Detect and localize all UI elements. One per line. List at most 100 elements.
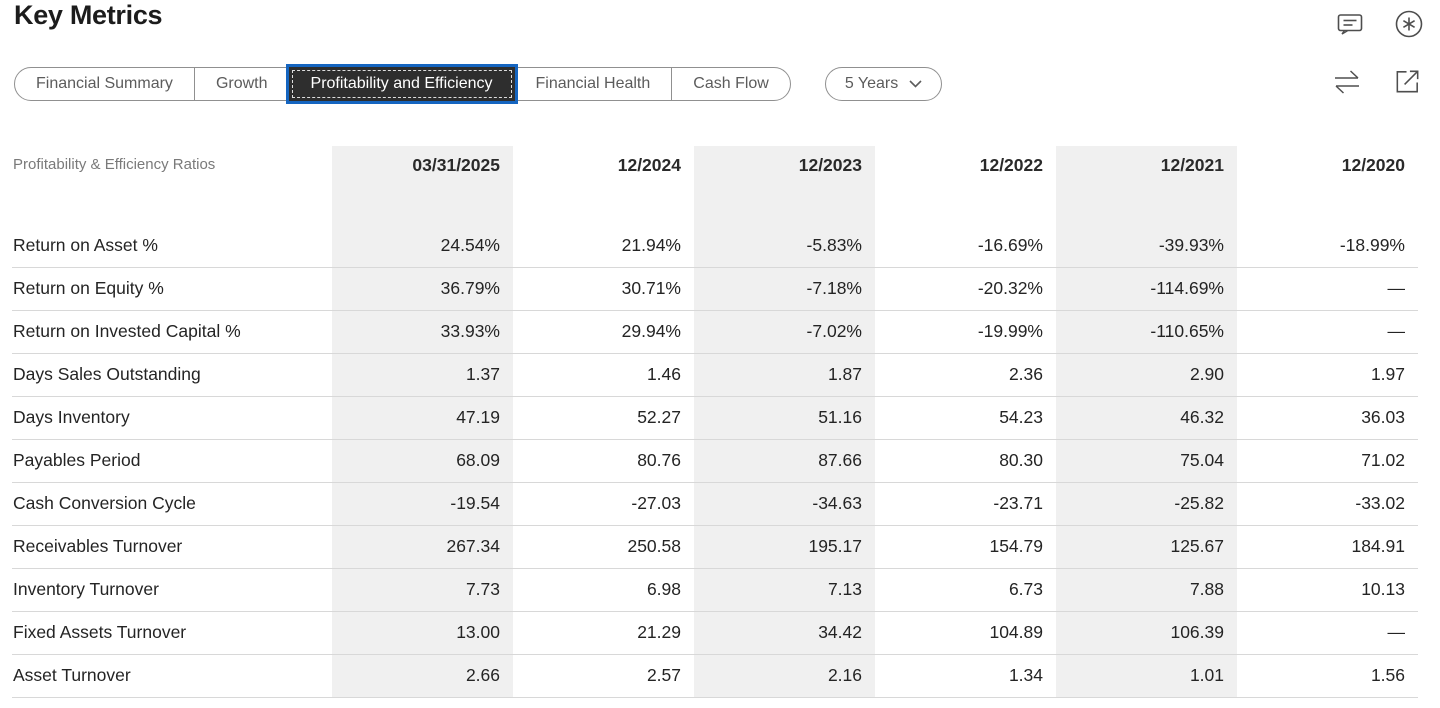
tab-financial-health[interactable]: Financial Health bbox=[513, 67, 673, 101]
cell-value: 80.76 bbox=[513, 439, 694, 483]
cell-value: 6.73 bbox=[875, 568, 1056, 612]
table-row: Fixed Assets Turnover 13.00 21.29 34.42 104.… bbox=[12, 611, 1418, 655]
cell-value: 51.16 bbox=[694, 396, 875, 440]
cell-value: -23.71 bbox=[875, 482, 1056, 526]
period-dropdown-value: 5 Years bbox=[844, 75, 899, 92]
cell-value: 2.36 bbox=[875, 353, 1056, 397]
period-dropdown[interactable]: 5 Years bbox=[824, 67, 943, 101]
column-header: 12/2021 bbox=[1056, 146, 1237, 224]
cell-value: 24.54% bbox=[332, 224, 513, 268]
table-row: Days Inventory 47.19 52.27 51.16 54.23 46.32 3… bbox=[12, 396, 1418, 440]
cell-value: — bbox=[1237, 310, 1418, 354]
table-row: Days Sales Outstanding 1.37 1.46 1.87 2.36 2.… bbox=[12, 353, 1418, 397]
cell-value: — bbox=[1237, 611, 1418, 655]
row-label: Return on Invested Capital % bbox=[12, 310, 332, 354]
cell-value: 1.56 bbox=[1237, 654, 1418, 698]
cell-value: 87.66 bbox=[694, 439, 875, 483]
cell-value: -25.82 bbox=[1056, 482, 1237, 526]
row-label: Days Inventory bbox=[12, 396, 332, 440]
cell-value: 1.97 bbox=[1237, 353, 1418, 397]
page-title: Key Metrics bbox=[14, 0, 163, 30]
cell-value: — bbox=[1237, 267, 1418, 311]
tab-financial-summary[interactable]: Financial Summary bbox=[14, 67, 195, 101]
compare-button[interactable] bbox=[1330, 65, 1364, 99]
column-header: 12/2023 bbox=[694, 146, 875, 224]
open-in-new-icon bbox=[1396, 70, 1418, 92]
row-label: Days Sales Outstanding bbox=[12, 353, 332, 397]
cell-value: 184.91 bbox=[1237, 525, 1418, 569]
cell-value: 36.03 bbox=[1237, 396, 1418, 440]
cell-value: 21.94% bbox=[513, 224, 694, 268]
cell-value: 1.37 bbox=[332, 353, 513, 397]
table-row: Cash Conversion Cycle -19.54 -27.03 -34.63-… bbox=[12, 482, 1418, 526]
cell-value: 68.09 bbox=[332, 439, 513, 483]
cell-value: -7.02% bbox=[694, 310, 875, 354]
table-row: Return on Asset % 24.54% 21.94% -5.83% -16.6… bbox=[12, 224, 1418, 268]
cell-value: 71.02 bbox=[1237, 439, 1418, 483]
cell-value: 7.13 bbox=[694, 568, 875, 612]
cell-value: 1.46 bbox=[513, 353, 694, 397]
metrics-tab-group: Financial Summary Growth Profitability a… bbox=[14, 67, 791, 101]
cell-value: 2.57 bbox=[513, 654, 694, 698]
comment-icon bbox=[1337, 14, 1363, 35]
table-row: Asset Turnover 2.66 2.57 2.16 1.34 1.01 1.56 bbox=[12, 654, 1418, 698]
cell-value: -7.18% bbox=[694, 267, 875, 311]
row-label: Receivables Turnover bbox=[12, 525, 332, 569]
cell-value: 7.73 bbox=[332, 568, 513, 612]
cell-value: 47.19 bbox=[332, 396, 513, 440]
cell-value: 7.88 bbox=[1056, 568, 1237, 612]
cell-value: 54.23 bbox=[875, 396, 1056, 440]
cell-value: 30.71% bbox=[513, 267, 694, 311]
cell-value: -16.69% bbox=[875, 224, 1056, 268]
table-corner-label: Profitability & Efficiency Ratios bbox=[13, 156, 216, 173]
metrics-toolbar: Financial Summary Growth Profitability a… bbox=[14, 67, 943, 101]
column-header: 12/2020 bbox=[1341, 155, 1405, 175]
cell-value: -27.03 bbox=[513, 482, 694, 526]
cell-value: 106.39 bbox=[1056, 611, 1237, 655]
cell-value: 267.34 bbox=[332, 525, 513, 569]
cell-value: -33.02 bbox=[1237, 482, 1418, 526]
cell-value: 80.30 bbox=[875, 439, 1056, 483]
cell-value: 250.58 bbox=[513, 525, 694, 569]
cell-value: 2.16 bbox=[694, 654, 875, 698]
table-row: Payables Period 68.09 80.76 87.66 80.30 75.04… bbox=[12, 439, 1418, 483]
cell-value: 1.87 bbox=[694, 353, 875, 397]
cell-value: 104.89 bbox=[875, 611, 1056, 655]
column-header: 12/2022 bbox=[979, 155, 1043, 175]
cell-value: 2.66 bbox=[332, 654, 513, 698]
circled-asterisk-icon bbox=[1395, 10, 1423, 38]
cell-value: 21.29 bbox=[513, 611, 694, 655]
cell-value: 75.04 bbox=[1056, 439, 1237, 483]
cell-value: 46.32 bbox=[1056, 396, 1237, 440]
table-row: Return on Equity % 36.79% 30.71% -7.18% -20.… bbox=[12, 267, 1418, 311]
cell-value: -110.65% bbox=[1056, 310, 1237, 354]
cell-value: 52.27 bbox=[513, 396, 694, 440]
cell-value: -5.83% bbox=[694, 224, 875, 268]
table-row: Inventory Turnover 7.73 6.98 7.13 6.73 7.88 10… bbox=[12, 568, 1418, 612]
cell-value: -39.93% bbox=[1056, 224, 1237, 268]
cell-value: 154.79 bbox=[875, 525, 1056, 569]
row-label: Return on Equity % bbox=[12, 267, 332, 311]
metrics-table: Profitability & Efficiency Ratios 03/31/… bbox=[12, 146, 1418, 698]
cell-value: 10.13 bbox=[1237, 568, 1418, 612]
tab-growth[interactable]: Growth bbox=[193, 67, 290, 101]
table-row: Receivables Turnover 267.34 250.58 195.17 15… bbox=[12, 525, 1418, 569]
comment-button[interactable] bbox=[1333, 7, 1367, 41]
cell-value: 33.93% bbox=[332, 310, 513, 354]
cell-value: -19.99% bbox=[875, 310, 1056, 354]
export-button[interactable] bbox=[1390, 64, 1424, 98]
tab-cash-flow[interactable]: Cash Flow bbox=[671, 67, 791, 101]
cell-value: 13.00 bbox=[332, 611, 513, 655]
cell-value: 1.34 bbox=[875, 654, 1056, 698]
cell-value: 125.67 bbox=[1056, 525, 1237, 569]
chevron-down-icon bbox=[909, 80, 922, 88]
table-row: Return on Invested Capital % 33.93% 29.94%… bbox=[12, 310, 1418, 354]
cell-value: -19.54 bbox=[332, 482, 513, 526]
cell-value: -34.63 bbox=[694, 482, 875, 526]
cell-value: 29.94% bbox=[513, 310, 694, 354]
annotation-button[interactable] bbox=[1392, 7, 1426, 41]
cell-value: 1.01 bbox=[1056, 654, 1237, 698]
tab-profitability-and-efficiency[interactable]: Profitability and Efficiency bbox=[288, 67, 515, 101]
cell-value: 195.17 bbox=[694, 525, 875, 569]
